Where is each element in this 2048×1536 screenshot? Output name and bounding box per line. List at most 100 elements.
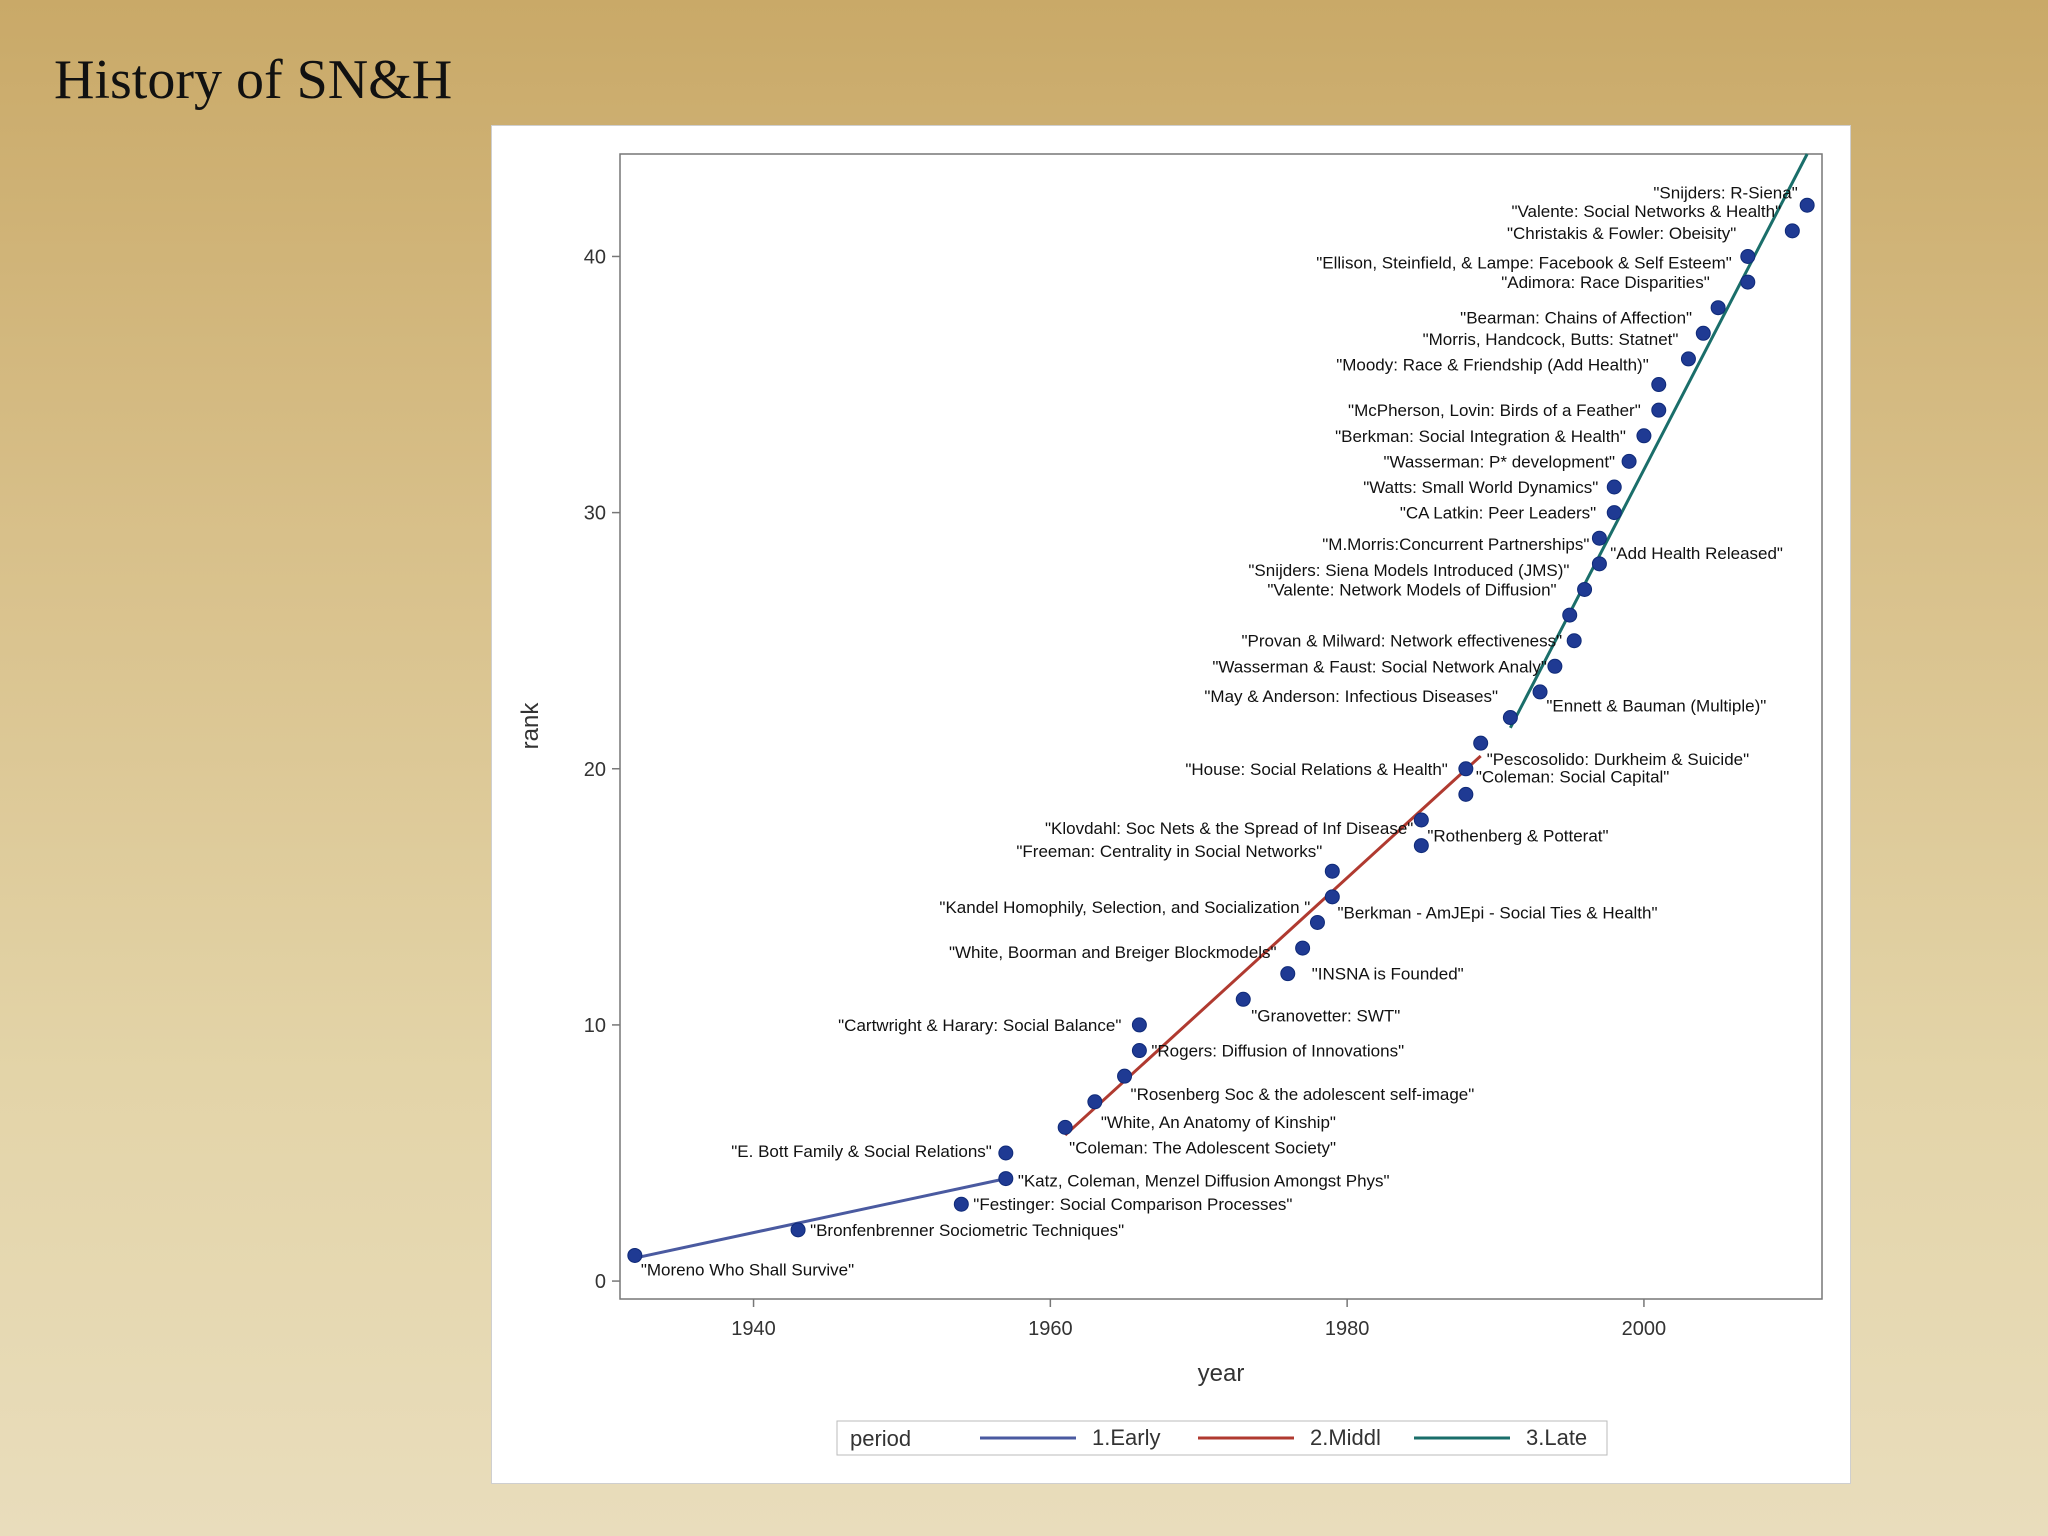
point-label: "Freeman: Centrality in Social Networks"	[1016, 842, 1322, 861]
fit-line-2middl	[1064, 754, 1482, 1137]
data-point	[1606, 479, 1622, 495]
point-label: "Cartwright & Harary: Social Balance"	[838, 1016, 1121, 1035]
data-point	[1695, 325, 1711, 341]
point-label: "Coleman: Social Capital"	[1476, 767, 1670, 786]
data-point	[998, 1145, 1014, 1161]
data-point	[1324, 889, 1340, 905]
point-label: "Berkman: Social Integration & Health"	[1335, 427, 1626, 446]
legend-entry: 2.Middl	[1310, 1425, 1381, 1450]
point-label: "Rogers: Diffusion of Innovations"	[1151, 1042, 1404, 1061]
x-tick-label: 1980	[1325, 1318, 1370, 1340]
data-point	[1547, 658, 1563, 674]
point-label: "Moreno Who Shall Survive"	[641, 1260, 854, 1279]
y-tick-label: 10	[584, 1015, 606, 1037]
point-label: "Katz, Coleman, Menzel Diffusion Amongst…	[1018, 1172, 1390, 1191]
data-point	[1458, 761, 1474, 777]
point-label: "E. Bott Family & Social Relations"	[731, 1142, 992, 1161]
point-label: "Coleman: The Adolescent Society"	[1069, 1138, 1336, 1157]
legend-entry: 3.Late	[1526, 1425, 1587, 1450]
data-point	[998, 1171, 1014, 1187]
point-label: "Klovdahl: Soc Nets & the Spread of Inf …	[1045, 819, 1413, 838]
data-point	[1117, 1068, 1133, 1084]
legend-entry: 1.Early	[1092, 1425, 1160, 1450]
point-label: "White, An Anatomy of Kinship"	[1101, 1113, 1336, 1132]
x-tick-label: 1940	[731, 1318, 776, 1340]
point-label: "Morris, Handcock, Butts: Statnet"	[1423, 330, 1679, 349]
fit-line-1early	[634, 1177, 1007, 1260]
annotation-label: "Add Health Released"	[1610, 544, 1783, 563]
point-label: "M.Morris:Concurrent Partnerships"	[1322, 535, 1589, 554]
data-point	[1131, 1017, 1147, 1033]
point-label: "Valente: Social Networks & Health"	[1511, 202, 1781, 221]
point-label: "Christakis & Fowler: Obeisity"	[1507, 224, 1736, 243]
chart-panel: 1940 1960 1980 2000 0 10 20 30 40 "Moreno Who Sh…	[491, 125, 1851, 1484]
point-label: "Bronfenbrenner Sociometric Techniques"	[810, 1221, 1124, 1240]
point-label: "Provan & Milward: Network effectiveness…	[1241, 632, 1562, 651]
legend: period 1.Early 2.Middl 3.Late	[836, 1420, 1608, 1456]
y-tick-label: 20	[584, 759, 606, 781]
data-point	[790, 1222, 806, 1238]
data-point	[1562, 607, 1578, 623]
data-point	[1784, 223, 1800, 239]
x-tick-label: 2000	[1622, 1318, 1667, 1340]
point-label: "White, Boorman and Breiger Blockmodels"	[949, 943, 1277, 962]
data-point	[1566, 633, 1582, 649]
data-point	[1131, 1043, 1147, 1059]
data-point	[1740, 248, 1756, 264]
y-tick-label: 30	[584, 503, 606, 525]
point-label: "Berkman - AmJEpi - Social Ties & Health…	[1337, 903, 1657, 922]
y-tick-label: 0	[595, 1271, 606, 1293]
legend-title: period	[850, 1426, 911, 1451]
data-point	[1710, 300, 1726, 316]
point-label: "Wasserman & Faust: Social Network Analy…	[1212, 657, 1547, 676]
data-point	[1591, 556, 1607, 572]
data-point	[1651, 377, 1667, 393]
data-point	[1799, 197, 1815, 213]
x-tick-label: 1960	[1028, 1318, 1073, 1340]
point-label: "Snijders: Siena Models Introduced (JMS)…	[1248, 561, 1569, 580]
data-point	[1606, 505, 1622, 521]
point-label: "Adimora: Race Disparities"	[1501, 273, 1710, 292]
data-point	[1591, 530, 1607, 546]
point-label: "CA Latkin: Peer Leaders"	[1400, 504, 1596, 523]
data-point	[1235, 991, 1251, 1007]
data-point	[1413, 812, 1429, 828]
data-point	[1680, 351, 1696, 367]
point-label: "Moody: Race & Friendship (Add Health)"	[1336, 356, 1649, 375]
slide-title: History of SN&H	[54, 49, 453, 111]
point-label: "Bearman: Chains of Affection"	[1460, 309, 1692, 328]
point-label: "Rothenberg & Potterat"	[1427, 827, 1608, 846]
point-label: "Ennett & Bauman (Multiple)"	[1546, 697, 1766, 716]
data-point	[1280, 966, 1296, 982]
data-point	[1502, 710, 1518, 726]
point-label: "INSNA is Founded"	[1312, 965, 1464, 984]
point-label: "Festinger: Social Comparison Processes"	[973, 1195, 1292, 1214]
data-point	[1473, 735, 1489, 751]
data-point	[1324, 863, 1340, 879]
fit-line-3late	[1509, 153, 1809, 729]
data-point	[1413, 838, 1429, 854]
point-label: "Granovetter: SWT"	[1251, 1006, 1400, 1025]
data-point	[1458, 786, 1474, 802]
data-point	[1532, 684, 1548, 700]
point-label: "Rosenberg Soc & the adolescent self-ima…	[1131, 1085, 1475, 1104]
data-point	[1057, 1119, 1073, 1135]
data-point	[1577, 581, 1593, 597]
scatter-chart: 1940 1960 1980 2000 0 10 20 30 40 "Moreno Who Sh…	[517, 153, 1823, 1456]
point-label: "May & Anderson: Infectious Diseases"	[1204, 687, 1498, 706]
x-axis-title: year	[1198, 1360, 1245, 1387]
data-point	[1295, 940, 1311, 956]
point-label: "House: Social Relations & Health"	[1185, 760, 1447, 779]
data-point	[953, 1196, 969, 1212]
point-label: "Ellison, Steinfield, & Lampe: Facebook …	[1316, 253, 1732, 272]
data-point	[1651, 402, 1667, 418]
point-label: "McPherson, Lovin: Birds of a Feather"	[1348, 401, 1641, 420]
data-point	[627, 1247, 643, 1263]
data-point	[1309, 914, 1325, 930]
data-point	[1621, 453, 1637, 469]
data-point	[1636, 428, 1652, 444]
point-label: "Pescosolido: Durkheim & Suicide"	[1487, 750, 1749, 769]
point-label: "Valente: Network Models of Diffusion"	[1267, 580, 1556, 599]
point-label: "Wasserman: P* development"	[1383, 452, 1615, 471]
data-point	[1740, 274, 1756, 290]
